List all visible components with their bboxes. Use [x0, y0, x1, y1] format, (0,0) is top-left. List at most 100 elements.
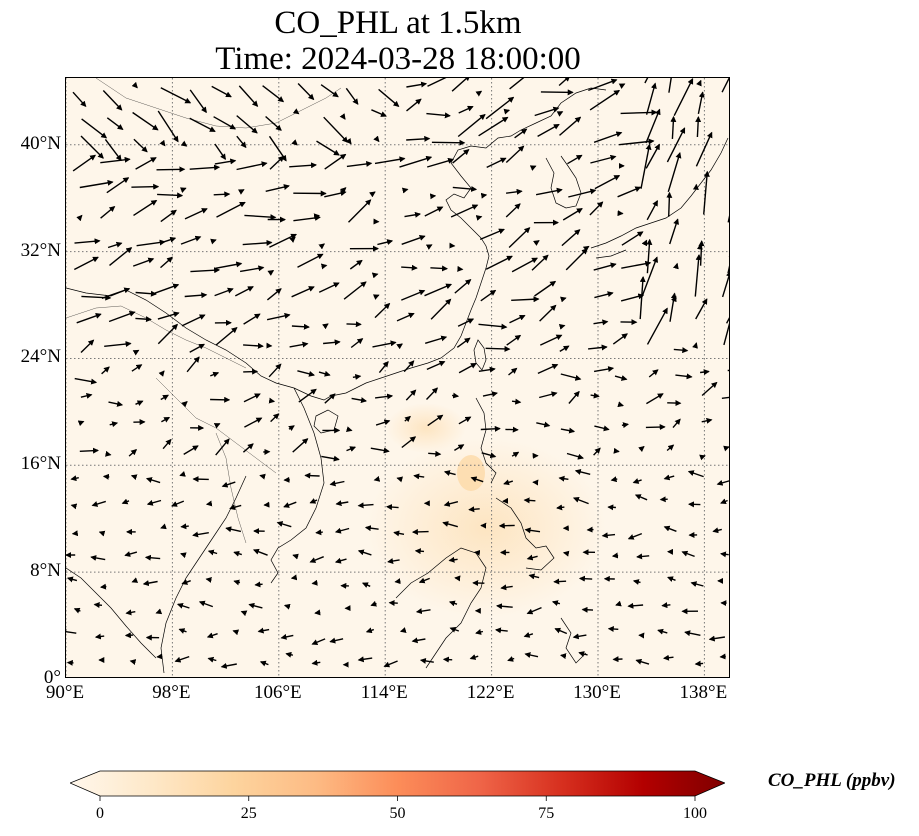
wind-vector [524, 652, 539, 658]
wind-vector [100, 156, 131, 164]
wind-vector [529, 165, 537, 171]
wind-vector [236, 135, 247, 149]
wind-vector [269, 155, 285, 170]
wind-vector [695, 116, 702, 138]
wind-vector [377, 239, 394, 246]
wind-vector [334, 527, 350, 534]
wind-vector [590, 154, 617, 164]
wind-vector [481, 452, 497, 459]
wind-vector [695, 131, 713, 167]
wind-vector [657, 628, 668, 635]
wind-vector [589, 201, 604, 216]
wind-vector [252, 548, 268, 556]
wind-vector [346, 321, 362, 328]
wind-vector [443, 500, 459, 507]
wind-vector [645, 143, 661, 169]
wind-vector [186, 356, 200, 373]
concentration-hotspot [457, 455, 485, 491]
wind-vector [109, 421, 119, 428]
wind-vector [458, 105, 474, 114]
wind-vector [236, 115, 258, 134]
wind-vector [561, 229, 581, 247]
wind-vector [131, 364, 143, 372]
wind-vector [216, 201, 246, 218]
wind-vector [556, 111, 564, 117]
wind-vector [180, 552, 187, 559]
wind-vector [424, 206, 444, 217]
wind-vector [297, 83, 315, 101]
colorbar-tick-label: 75 [538, 805, 555, 822]
wind-vector [372, 294, 380, 300]
wind-vector [694, 660, 704, 667]
wind-vector [560, 373, 582, 381]
wind-vector [66, 576, 78, 583]
wind-vector [449, 626, 460, 633]
coastline-sumatra [66, 567, 157, 659]
latitude-tick-label: 8°N [30, 560, 61, 582]
wind-vector [588, 344, 608, 351]
wind-vector [243, 342, 264, 349]
wind-vector [265, 184, 290, 192]
wind-vector [450, 204, 479, 218]
wind-vector [259, 473, 266, 480]
wind-vector [268, 397, 276, 404]
wind-vector [266, 312, 291, 321]
wind-vector [572, 496, 589, 505]
wind-vector [415, 608, 431, 615]
wind-vector [699, 454, 706, 461]
wind-vector [411, 528, 429, 535]
wind-vector [503, 108, 511, 115]
wind-vector [413, 473, 425, 480]
wind-vector [345, 137, 352, 145]
wind-vector [646, 307, 668, 345]
wind-vector [375, 393, 394, 400]
wind-vector [349, 259, 363, 270]
wind-vector [406, 81, 428, 88]
wind-vector [375, 419, 391, 426]
wind-vector [133, 138, 148, 153]
wind-vector [243, 313, 261, 325]
coastline-taiwan [473, 339, 487, 371]
wind-vector [523, 497, 536, 504]
wind-vector [405, 389, 417, 401]
wind-vector [133, 199, 158, 216]
wind-vector [268, 363, 282, 378]
wind-vector [721, 396, 729, 399]
wind-vector [180, 523, 189, 530]
wind-vector [559, 116, 582, 136]
wind-vector [351, 397, 367, 404]
wind-vector [66, 628, 77, 635]
wind-vector [482, 391, 498, 398]
wind-vector [348, 199, 372, 223]
wind-vector [318, 282, 340, 293]
wind-vector [428, 450, 442, 457]
coastline-asia-mainland [66, 87, 607, 401]
wind-vector [536, 421, 551, 428]
wind-vector [283, 603, 291, 610]
wind-vector [378, 361, 389, 374]
wind-vector [157, 192, 184, 199]
wind-vector [334, 557, 347, 564]
wind-vector [526, 606, 542, 615]
wind-vector [618, 83, 626, 89]
wind-vector [311, 638, 326, 645]
wind-vector [155, 608, 163, 615]
wind-vector [383, 660, 398, 668]
wind-vector [322, 323, 329, 330]
wind-vector [215, 327, 238, 346]
colorbar-tick-label: 0 [96, 805, 104, 822]
wind-vector [73, 607, 81, 614]
wind-vector [442, 656, 453, 663]
wind-vector [403, 360, 415, 373]
wind-vector [257, 627, 270, 634]
wind-vector [500, 584, 513, 591]
wind-vector [572, 633, 587, 640]
wind-vector [160, 209, 177, 223]
wind-vector [424, 335, 448, 344]
wind-vector [506, 188, 523, 195]
wind-vector [641, 256, 659, 298]
wind-vector [106, 177, 130, 194]
wind-vector [320, 263, 328, 270]
wind-vector [708, 635, 726, 642]
latitude-tick-label: 32°N [20, 239, 61, 261]
